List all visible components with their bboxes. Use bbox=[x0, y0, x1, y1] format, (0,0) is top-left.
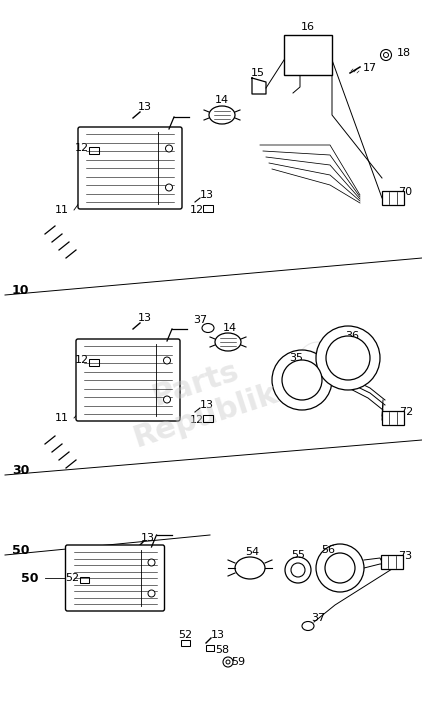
FancyBboxPatch shape bbox=[78, 127, 182, 209]
Text: 72: 72 bbox=[399, 407, 413, 417]
Text: 52: 52 bbox=[178, 630, 192, 640]
Text: 13: 13 bbox=[211, 630, 225, 640]
Ellipse shape bbox=[209, 106, 235, 124]
Circle shape bbox=[272, 350, 332, 410]
Circle shape bbox=[285, 557, 311, 583]
Text: 55: 55 bbox=[291, 550, 305, 560]
Text: 12: 12 bbox=[190, 205, 204, 215]
Text: 50: 50 bbox=[12, 543, 30, 557]
Bar bbox=[382, 411, 404, 425]
Bar bbox=[89, 146, 99, 153]
Circle shape bbox=[148, 590, 155, 597]
Text: 12: 12 bbox=[190, 415, 204, 425]
Circle shape bbox=[325, 553, 355, 583]
Text: 73: 73 bbox=[398, 551, 412, 561]
Text: 13: 13 bbox=[200, 190, 214, 200]
Text: 35: 35 bbox=[289, 353, 303, 363]
Circle shape bbox=[226, 660, 230, 664]
Text: 18: 18 bbox=[397, 48, 411, 58]
Text: 36: 36 bbox=[345, 331, 359, 341]
Text: 13: 13 bbox=[141, 533, 155, 543]
Text: 15: 15 bbox=[251, 68, 265, 78]
Text: 13: 13 bbox=[200, 400, 214, 410]
Bar bbox=[284, 35, 332, 75]
Text: 11: 11 bbox=[55, 205, 69, 215]
Circle shape bbox=[148, 559, 155, 566]
Ellipse shape bbox=[235, 557, 265, 579]
Text: 17: 17 bbox=[363, 63, 377, 73]
Circle shape bbox=[163, 396, 170, 403]
Text: 70: 70 bbox=[398, 187, 412, 197]
Circle shape bbox=[381, 49, 392, 61]
Text: 12: 12 bbox=[75, 143, 89, 153]
Ellipse shape bbox=[215, 333, 241, 351]
Circle shape bbox=[291, 563, 305, 577]
Bar bbox=[381, 555, 403, 569]
Circle shape bbox=[316, 544, 364, 592]
Text: 37: 37 bbox=[311, 613, 325, 623]
Bar bbox=[79, 577, 89, 583]
FancyBboxPatch shape bbox=[76, 339, 180, 421]
Text: 13: 13 bbox=[138, 102, 152, 112]
Bar bbox=[382, 191, 404, 205]
Circle shape bbox=[165, 184, 173, 191]
Text: 37: 37 bbox=[193, 315, 207, 325]
Text: 30: 30 bbox=[12, 463, 30, 476]
Text: 56: 56 bbox=[321, 545, 335, 555]
Text: 52: 52 bbox=[65, 573, 79, 583]
Text: 16: 16 bbox=[301, 22, 315, 32]
Circle shape bbox=[223, 657, 233, 667]
Text: 11: 11 bbox=[55, 413, 69, 423]
Text: 12: 12 bbox=[75, 355, 89, 365]
Text: 59: 59 bbox=[231, 657, 245, 667]
Text: 14: 14 bbox=[223, 323, 237, 333]
Ellipse shape bbox=[202, 324, 214, 332]
Text: 50: 50 bbox=[21, 572, 39, 585]
Circle shape bbox=[326, 336, 370, 380]
Circle shape bbox=[163, 357, 170, 364]
Text: 13: 13 bbox=[138, 313, 152, 323]
Text: 10: 10 bbox=[12, 284, 30, 297]
Text: 54: 54 bbox=[245, 547, 259, 557]
Circle shape bbox=[165, 145, 173, 152]
Circle shape bbox=[316, 326, 380, 390]
Circle shape bbox=[282, 360, 322, 400]
Bar bbox=[206, 645, 214, 651]
FancyBboxPatch shape bbox=[65, 545, 165, 611]
Circle shape bbox=[384, 53, 389, 58]
Text: Parts
Republik: Parts Republik bbox=[119, 347, 281, 453]
Text: 58: 58 bbox=[215, 645, 229, 655]
Bar bbox=[203, 205, 213, 212]
Text: 14: 14 bbox=[215, 95, 229, 105]
Ellipse shape bbox=[302, 622, 314, 630]
Bar bbox=[203, 414, 213, 421]
Bar bbox=[89, 359, 99, 366]
Bar bbox=[181, 640, 189, 646]
